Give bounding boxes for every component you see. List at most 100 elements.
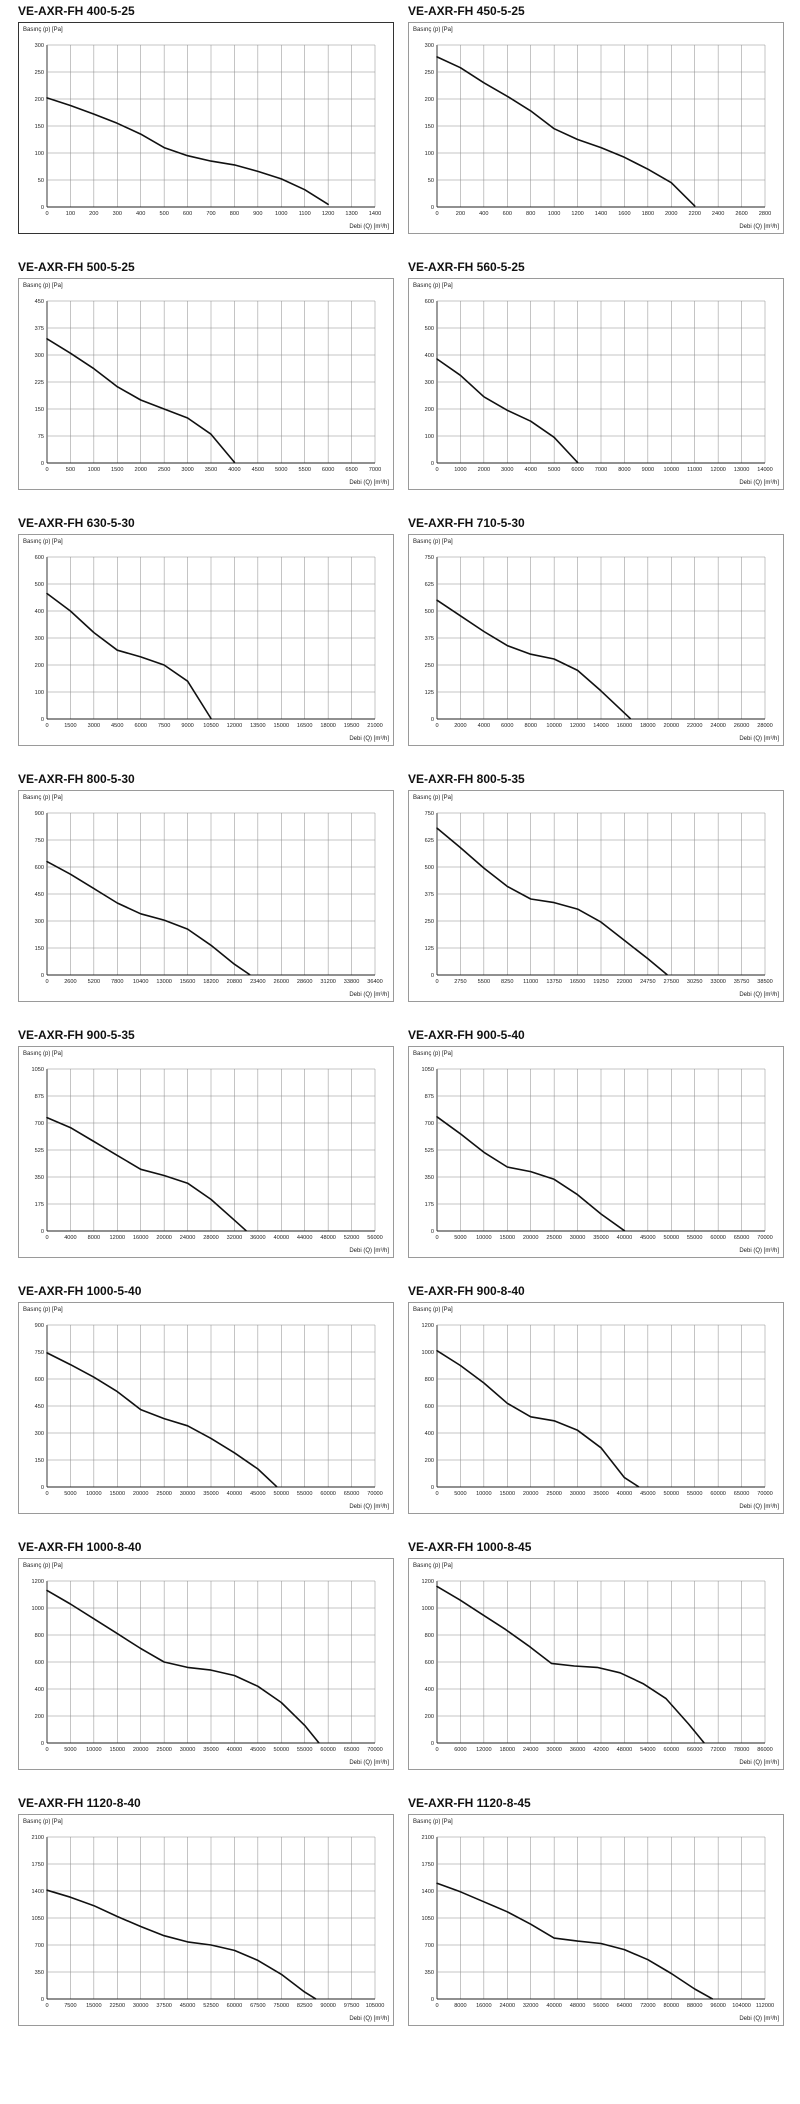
x-tick-label: 400: [136, 211, 145, 217]
x-tick-label: 2000: [665, 211, 677, 217]
x-tick-label: 45000: [250, 1747, 266, 1753]
x-tick-label: 35000: [203, 1747, 219, 1753]
y-tick-label: 900: [35, 811, 44, 817]
x-tick-label: 2200: [688, 211, 700, 217]
chart-frame: Basınç (p) [Pa] Debi (Q) [m³/h] 0 5000 10000…: [18, 1302, 394, 1514]
x-tick-label: 35000: [593, 1235, 609, 1241]
x-tick-label: 60000: [227, 2003, 243, 2009]
x-tick-label: 35750: [734, 979, 750, 985]
x-tick-label: 18200: [203, 979, 219, 985]
x-tick-label: 1800: [642, 211, 654, 217]
x-tick-label: 3000: [181, 467, 193, 473]
chart-frame: Basınç (p) [Pa] Debi (Q) [m³/h] 0 5000 10000…: [408, 1302, 784, 1514]
y-tick-label: 700: [425, 1943, 434, 1949]
chart-panel: VE-AXR-FH 630-5-30 Basınç (p) [Pa] Debi (Q…: [18, 514, 394, 746]
x-tick-label: 0: [435, 467, 438, 473]
y-axis-label: Basınç (p) [Pa]: [413, 27, 453, 33]
x-tick-label: 12000: [110, 1235, 126, 1241]
x-axis-label: Debi (Q) [m³/h]: [349, 992, 389, 998]
x-tick-label: 7500: [158, 723, 170, 729]
y-tick-label: 400: [35, 609, 44, 615]
performance-curve: [46, 860, 251, 976]
chart-title: VE-AXR-FH 500-5-25: [18, 260, 135, 274]
chart-plot: 0 100 200 300 400 500 600 700 800 900 1000 1100 1200…: [35, 43, 382, 217]
x-tick-label: 25000: [156, 1747, 172, 1753]
y-tick-label: 2100: [422, 1835, 434, 1841]
x-tick-label: 5000: [454, 1491, 466, 1497]
x-tick-label: 4000: [478, 723, 490, 729]
x-tick-label: 96000: [710, 2003, 726, 2009]
x-tick-label: 48000: [570, 2003, 586, 2009]
x-tick-label: 112000: [756, 2003, 774, 2009]
y-tick-label: 125: [425, 946, 434, 952]
y-tick-label: 700: [35, 1121, 44, 1127]
x-tick-label: 50000: [274, 1747, 290, 1753]
performance-curve: [46, 1116, 247, 1232]
y-tick-label: 150: [35, 124, 44, 130]
y-tick-label: 600: [425, 299, 434, 305]
x-tick-label: 6500: [345, 467, 357, 473]
x-tick-label: 12000: [227, 723, 243, 729]
chart-panel: VE-AXR-FH 900-5-35 Basınç (p) [Pa] Debi (Q…: [18, 1026, 394, 1258]
x-tick-label: 3000: [88, 723, 100, 729]
x-tick-label: 700: [206, 211, 215, 217]
x-tick-label: 6000: [454, 1747, 466, 1753]
y-axis-label: Basınç (p) [Pa]: [413, 1819, 453, 1825]
x-tick-label: 0: [435, 1747, 438, 1753]
performance-curve: [436, 1882, 714, 2000]
chart-title: VE-AXR-FH 710-5-30: [408, 516, 525, 530]
performance-curve: [436, 599, 632, 720]
chart-title: VE-AXR-FH 1120-8-45: [408, 1796, 531, 1810]
x-tick-label: 1000: [454, 467, 466, 473]
x-tick-label: 10400: [133, 979, 149, 985]
y-tick-label: 600: [425, 1404, 434, 1410]
x-tick-label: 65000: [344, 1491, 360, 1497]
y-tick-label: 50: [428, 178, 434, 184]
chart-title: VE-AXR-FH 900-8-40: [408, 1284, 525, 1298]
y-tick-label: 300: [425, 380, 434, 386]
x-tick-label: 18000: [640, 723, 656, 729]
x-tick-label: 56000: [593, 2003, 609, 2009]
x-tick-label: 36400: [367, 979, 383, 985]
y-axis-label: Basınç (p) [Pa]: [23, 1307, 63, 1313]
x-tick-label: 55000: [297, 1491, 313, 1497]
y-tick-label: 450: [35, 892, 44, 898]
chart-plot: 0 4000 8000 12000 16000 20000 24000 28000 32000 3…: [32, 1067, 383, 1241]
y-tick-label: 225: [35, 380, 44, 386]
x-tick-label: 22500: [110, 2003, 126, 2009]
x-tick-label: 32000: [523, 2003, 539, 2009]
x-tick-label: 50000: [664, 1491, 680, 1497]
y-tick-label: 1400: [422, 1889, 434, 1895]
y-tick-label: 75: [38, 434, 44, 440]
x-tick-label: 1100: [299, 211, 311, 217]
x-tick-label: 40000: [617, 1235, 633, 1241]
x-tick-label: 1500: [111, 467, 123, 473]
y-axis-label: Basınç (p) [Pa]: [23, 27, 63, 33]
x-tick-label: 28000: [203, 1235, 219, 1241]
x-tick-label: 200: [89, 211, 98, 217]
y-tick-label: 1050: [422, 1067, 434, 1073]
x-tick-label: 70000: [757, 1235, 773, 1241]
chart-plot: 0 2000 4000 6000 8000 10000 12000 14000 16000 180…: [425, 555, 773, 729]
x-axis-label: Debi (Q) [m³/h]: [739, 736, 779, 742]
x-tick-label: 60000: [664, 1747, 680, 1753]
chart-frame: Basınç (p) [Pa] Debi (Q) [m³/h] 0 2000 4000 6…: [408, 534, 784, 746]
x-tick-label: 6000: [134, 723, 146, 729]
x-tick-label: 15000: [110, 1491, 126, 1497]
chart-frame: Basınç (p) [Pa] Debi (Q) [m³/h] 0 5000 10000…: [18, 1558, 394, 1770]
x-tick-label: 15000: [274, 723, 290, 729]
x-tick-label: 8000: [88, 1235, 100, 1241]
chart-panel: VE-AXR-FH 500-5-25 Basınç (p) [Pa] Debi (Q…: [18, 258, 394, 490]
x-axis-label: Debi (Q) [m³/h]: [349, 1760, 389, 1766]
y-tick-label: 525: [425, 1148, 434, 1154]
x-tick-label: 11000: [523, 979, 538, 985]
x-tick-label: 20000: [133, 1491, 149, 1497]
x-tick-label: 48000: [617, 1747, 633, 1753]
x-tick-label: 8000: [454, 2003, 466, 2009]
x-tick-label: 2750: [454, 979, 466, 985]
chart-panel: VE-AXR-FH 1000-5-40 Basınç (p) [Pa] Debi (…: [18, 1282, 394, 1514]
y-tick-label: 250: [425, 663, 434, 669]
y-tick-label: 450: [35, 1404, 44, 1410]
y-axis-label: Basınç (p) [Pa]: [23, 283, 63, 289]
x-tick-label: 900: [253, 211, 262, 217]
